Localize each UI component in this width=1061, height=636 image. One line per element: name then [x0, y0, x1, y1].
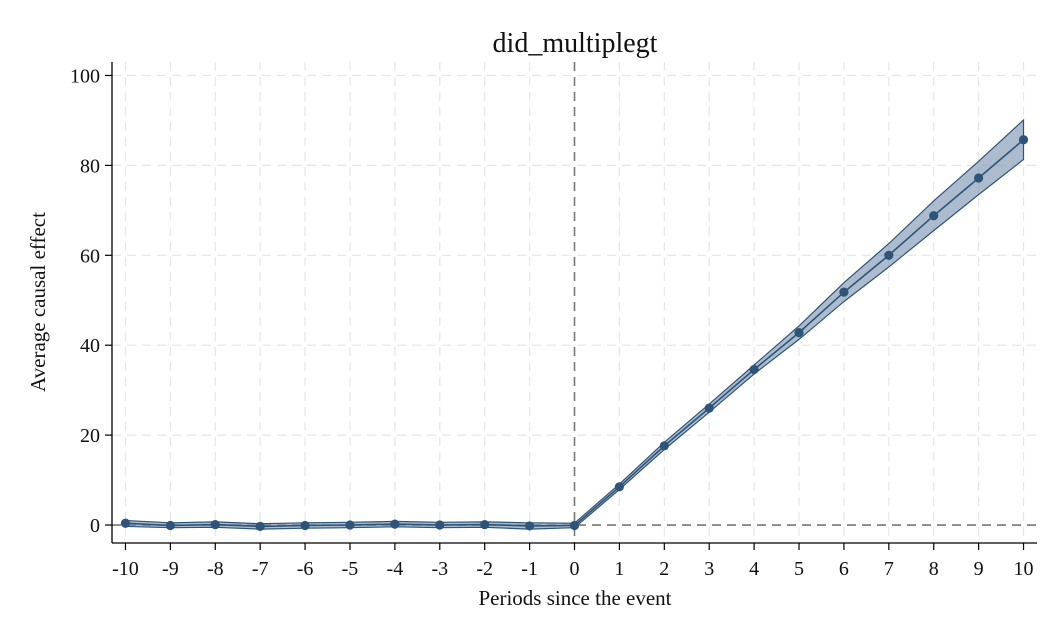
x-tick-label: -5	[342, 558, 359, 580]
y-axis-label: Average causal effect	[26, 212, 50, 392]
data-point	[480, 519, 490, 530]
data-point	[435, 520, 445, 530]
data-point	[614, 482, 625, 492]
x-tick-label: -3	[431, 558, 448, 580]
x-tick-label: 2	[659, 558, 669, 580]
x-tick-label: 10	[1014, 558, 1034, 580]
x-tick-label: 0	[570, 558, 580, 580]
x-tick-label: -6	[297, 558, 314, 580]
data-point	[749, 364, 759, 375]
x-tick-label: 4	[749, 558, 759, 580]
data-point	[569, 520, 580, 531]
x-tick-label: 1	[614, 558, 624, 580]
y-tick-label: 40	[80, 335, 100, 357]
y-tick-label: 80	[80, 155, 100, 177]
data-point	[974, 173, 984, 183]
tick-labels: -10 -9 -8 -7 -6 -5 -4 -3 -2 -1 0 1 2 3 4 5 6 7 8 9 100204060…	[70, 65, 1034, 580]
axes	[105, 62, 1037, 550]
x-tick-label: -9	[162, 558, 179, 580]
x-axis-label: Periods since the event	[478, 586, 671, 610]
y-tick-label: 0	[90, 515, 100, 537]
data-point	[839, 287, 849, 297]
data-point	[345, 520, 355, 530]
x-tick-label: 9	[974, 558, 984, 580]
y-tick-label: 100	[70, 65, 100, 87]
data-point	[120, 518, 131, 528]
x-tick-label: 8	[929, 558, 939, 580]
data-point	[300, 520, 310, 531]
data-point	[165, 520, 175, 531]
data-point	[659, 441, 669, 451]
x-tick-label: -1	[521, 558, 538, 580]
x-tick-label: -7	[252, 558, 269, 580]
data-point	[1018, 135, 1029, 145]
x-tick-label: 6	[839, 558, 849, 580]
series-points	[120, 135, 1029, 531]
data-point	[255, 521, 265, 531]
data-point	[390, 519, 400, 529]
x-tick-label: -2	[476, 558, 493, 580]
y-tick-label: 20	[80, 425, 100, 447]
data-point	[704, 403, 714, 413]
data-point	[524, 521, 535, 531]
x-tick-label: -8	[207, 558, 224, 580]
x-tick-label: 7	[884, 558, 894, 580]
data-point	[210, 519, 220, 530]
data-point	[794, 328, 804, 338]
x-tick-label: -4	[387, 558, 404, 580]
data-point	[884, 250, 894, 260]
chart-title: did_multiplegt	[493, 28, 658, 59]
data-point	[929, 211, 939, 221]
y-tick-label: 60	[80, 245, 100, 267]
x-tick-label: -10	[112, 558, 139, 580]
x-tick-label: 5	[794, 558, 804, 580]
x-tick-label: 3	[704, 558, 714, 580]
